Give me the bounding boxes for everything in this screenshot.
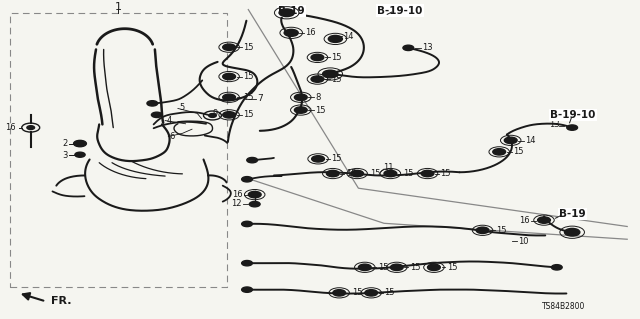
Circle shape (428, 264, 440, 271)
Circle shape (294, 107, 307, 113)
Text: 15: 15 (346, 169, 356, 178)
Text: 15: 15 (243, 93, 253, 102)
Text: 13: 13 (549, 120, 560, 129)
Text: 16: 16 (519, 216, 530, 225)
Text: FR.: FR. (51, 296, 72, 307)
Circle shape (248, 191, 261, 198)
Circle shape (242, 177, 252, 182)
Text: 4: 4 (166, 116, 172, 125)
Circle shape (75, 152, 85, 157)
Circle shape (223, 112, 236, 118)
Text: 15: 15 (243, 43, 253, 52)
Text: 8: 8 (315, 93, 320, 102)
Text: 15: 15 (332, 154, 342, 163)
Text: 15: 15 (315, 106, 325, 115)
Text: 5: 5 (179, 103, 184, 112)
Circle shape (365, 290, 378, 296)
Text: 15: 15 (378, 263, 388, 272)
Text: 2: 2 (62, 139, 67, 148)
Circle shape (333, 290, 346, 296)
Circle shape (250, 202, 260, 207)
Circle shape (538, 217, 550, 223)
Circle shape (152, 112, 162, 117)
Circle shape (284, 29, 298, 36)
Circle shape (311, 76, 324, 82)
Circle shape (403, 45, 413, 50)
Text: 15: 15 (370, 169, 380, 178)
Text: 7: 7 (257, 94, 263, 103)
Circle shape (311, 54, 324, 61)
Circle shape (328, 35, 342, 42)
Text: 10: 10 (518, 237, 529, 246)
Text: 1: 1 (115, 2, 122, 12)
Text: 15: 15 (410, 263, 420, 272)
Circle shape (74, 140, 86, 147)
Circle shape (323, 70, 338, 78)
Circle shape (242, 287, 252, 292)
Text: 12: 12 (232, 199, 242, 208)
Circle shape (567, 125, 577, 130)
Text: 15: 15 (496, 226, 506, 235)
Text: 15: 15 (243, 110, 253, 119)
Circle shape (242, 221, 252, 226)
Circle shape (27, 126, 35, 130)
Text: B-19: B-19 (278, 6, 305, 16)
Circle shape (504, 137, 517, 144)
Circle shape (247, 158, 257, 163)
Text: 14: 14 (343, 32, 353, 41)
Text: 13: 13 (422, 43, 433, 52)
Text: 15: 15 (513, 147, 524, 156)
Circle shape (223, 94, 236, 100)
Circle shape (358, 264, 371, 271)
Text: 15: 15 (243, 72, 253, 81)
Text: 15: 15 (331, 53, 341, 62)
Circle shape (351, 170, 364, 177)
Text: 15: 15 (447, 263, 457, 272)
Circle shape (326, 170, 339, 177)
Text: 14: 14 (525, 137, 535, 145)
Circle shape (390, 264, 403, 271)
Circle shape (552, 265, 562, 270)
Circle shape (223, 73, 236, 80)
Circle shape (209, 114, 216, 117)
Text: 15: 15 (384, 288, 394, 297)
Text: B-19: B-19 (559, 209, 586, 219)
Text: B-19-10: B-19-10 (378, 5, 422, 16)
Text: 15: 15 (352, 288, 362, 297)
Circle shape (279, 9, 294, 17)
Text: B-19-10: B-19-10 (550, 110, 595, 120)
Text: 9: 9 (212, 109, 218, 118)
Text: 16: 16 (5, 123, 16, 132)
Circle shape (564, 228, 580, 236)
Text: 11: 11 (383, 163, 393, 172)
Circle shape (147, 101, 157, 106)
Circle shape (384, 170, 397, 177)
Circle shape (242, 261, 252, 266)
Text: 15: 15 (331, 75, 341, 84)
Text: 16: 16 (305, 28, 316, 37)
Circle shape (223, 44, 236, 50)
Text: 6: 6 (170, 132, 175, 141)
Text: 3: 3 (62, 151, 67, 160)
Circle shape (294, 94, 307, 100)
Text: 16: 16 (232, 190, 243, 199)
Text: 15: 15 (403, 169, 413, 178)
Circle shape (312, 156, 324, 162)
Text: TS84B2800: TS84B2800 (541, 302, 585, 311)
Text: 15: 15 (440, 169, 451, 178)
Circle shape (421, 170, 434, 177)
Circle shape (476, 227, 489, 234)
Circle shape (493, 149, 506, 155)
